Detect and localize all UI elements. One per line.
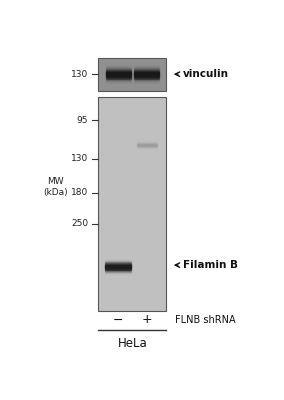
Bar bbox=[105, 271, 131, 272]
Text: 130: 130 bbox=[71, 70, 88, 79]
Bar bbox=[133, 80, 159, 81]
Bar bbox=[106, 79, 131, 80]
Bar bbox=[98, 97, 166, 311]
Bar bbox=[137, 146, 156, 147]
Bar bbox=[137, 144, 156, 145]
Bar bbox=[133, 71, 159, 72]
Text: MW
(kDa): MW (kDa) bbox=[43, 176, 68, 197]
Text: vinculin: vinculin bbox=[183, 69, 229, 79]
Bar bbox=[105, 260, 131, 261]
Bar bbox=[105, 262, 131, 263]
Text: FLNB shRNA: FLNB shRNA bbox=[175, 315, 236, 325]
Bar bbox=[106, 74, 131, 75]
Text: Filamin B: Filamin B bbox=[183, 260, 238, 270]
Bar bbox=[133, 66, 159, 67]
Bar bbox=[133, 75, 159, 76]
Text: HeLa: HeLa bbox=[118, 337, 147, 350]
Bar bbox=[106, 75, 131, 76]
Bar bbox=[106, 78, 131, 80]
Bar bbox=[105, 272, 131, 273]
Bar bbox=[133, 77, 159, 78]
Bar bbox=[105, 267, 131, 268]
Bar bbox=[106, 73, 131, 74]
Bar bbox=[133, 81, 159, 82]
Bar bbox=[133, 76, 159, 77]
Bar bbox=[133, 73, 159, 74]
Bar bbox=[106, 72, 131, 73]
Bar bbox=[98, 58, 166, 90]
Bar bbox=[106, 67, 131, 68]
Bar bbox=[106, 68, 131, 69]
Bar bbox=[105, 261, 131, 262]
Bar bbox=[106, 81, 131, 82]
Bar bbox=[133, 67, 159, 68]
Bar bbox=[105, 268, 131, 269]
Bar bbox=[105, 266, 131, 267]
Bar bbox=[105, 267, 131, 268]
Text: −: − bbox=[113, 314, 123, 326]
Text: 250: 250 bbox=[71, 219, 88, 228]
Bar bbox=[137, 145, 156, 146]
Bar bbox=[137, 147, 156, 148]
Bar bbox=[137, 142, 156, 143]
Bar bbox=[106, 66, 131, 67]
Bar bbox=[137, 143, 156, 144]
Bar bbox=[105, 265, 131, 266]
Bar bbox=[106, 77, 131, 78]
Bar bbox=[105, 269, 131, 270]
Bar bbox=[133, 68, 159, 69]
Text: 130: 130 bbox=[71, 154, 88, 163]
Bar bbox=[133, 74, 159, 75]
Bar bbox=[106, 70, 131, 71]
Bar bbox=[105, 264, 131, 265]
Bar bbox=[133, 82, 159, 83]
Bar bbox=[106, 76, 131, 77]
Bar bbox=[105, 273, 131, 274]
Bar bbox=[133, 79, 159, 80]
Bar bbox=[106, 80, 131, 81]
Bar bbox=[133, 78, 159, 80]
Bar bbox=[105, 263, 131, 264]
Text: +: + bbox=[141, 314, 152, 326]
Bar bbox=[133, 70, 159, 71]
Bar bbox=[133, 69, 159, 70]
Text: 95: 95 bbox=[77, 116, 88, 125]
Bar bbox=[106, 71, 131, 72]
Bar bbox=[133, 72, 159, 73]
Text: 180: 180 bbox=[71, 188, 88, 197]
Bar bbox=[137, 146, 156, 147]
Bar bbox=[105, 270, 131, 271]
Bar bbox=[106, 82, 131, 83]
Bar bbox=[106, 69, 131, 70]
